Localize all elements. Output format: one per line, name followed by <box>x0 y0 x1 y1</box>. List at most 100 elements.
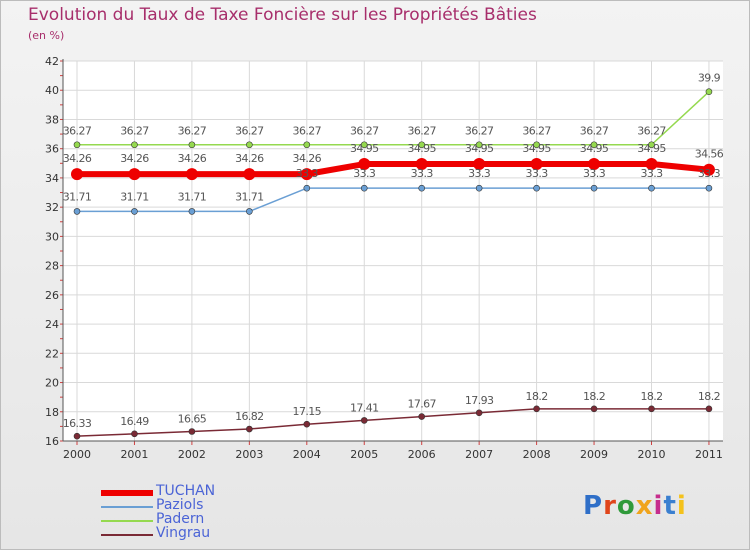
legend-swatch <box>101 490 153 496</box>
logo-letter: t <box>663 491 677 521</box>
y-tick-label: 40 <box>45 84 59 97</box>
data-point-vingrau <box>360 417 368 424</box>
chart-legend: TUCHAN Paziols Padern Vingrau <box>101 483 301 541</box>
data-point-tuchan <box>645 158 658 171</box>
data-point-tuchan <box>358 158 371 171</box>
data-point-tuchan <box>473 158 486 171</box>
y-tick-label: 34 <box>45 172 59 185</box>
data-label-paziols: 33.3 <box>296 167 319 180</box>
y-axis-unit-label: (en %) <box>28 29 65 42</box>
data-label-padern: 36.27 <box>637 125 666 138</box>
data-label-vingrau: 18.2 <box>698 390 720 403</box>
data-point-padern <box>73 141 81 149</box>
x-tick-label: 2004 <box>293 448 321 461</box>
data-label-vingrau: 16.82 <box>235 410 264 423</box>
data-point-padern <box>360 141 368 149</box>
data-label-paziols: 31.71 <box>120 190 149 203</box>
legend-swatch <box>101 534 153 536</box>
data-label-tuchan: 34.56 <box>695 148 724 161</box>
data-point-paziols <box>475 184 483 192</box>
x-tick-label: 2007 <box>465 448 493 461</box>
data-label-tuchan: 34.95 <box>465 142 494 155</box>
data-label-vingrau: 17.93 <box>465 394 494 407</box>
data-label-padern: 39.9 <box>698 72 721 85</box>
legend-swatch <box>101 506 153 508</box>
data-label-paziols: 33.3 <box>353 167 376 180</box>
data-label-padern: 36.27 <box>522 125 551 138</box>
logo-letter: i <box>676 491 687 521</box>
data-label-paziols: 33.3 <box>698 167 721 180</box>
y-tick-label: 28 <box>45 260 59 273</box>
data-point-padern <box>533 141 540 149</box>
series-line-padern <box>77 91 710 146</box>
data-point-padern <box>705 88 713 95</box>
y-tick-label: 16 <box>45 435 59 448</box>
data-label-tuchan: 34.26 <box>120 152 149 165</box>
data-label-padern: 36.27 <box>465 125 494 138</box>
x-tick-label: 2009 <box>580 448 608 461</box>
data-label-tuchan: 34.26 <box>63 152 92 165</box>
data-label-vingrau: 17.15 <box>293 405 322 418</box>
data-label-paziols: 33.3 <box>640 167 663 180</box>
data-label-padern: 36.27 <box>63 125 92 138</box>
x-tick-label: 2008 <box>523 448 551 461</box>
data-label-paziols: 31.71 <box>178 190 207 203</box>
logo-letter: x <box>635 491 654 521</box>
data-label-padern: 36.27 <box>120 125 149 138</box>
data-point-paziols <box>188 208 196 215</box>
series-line-vingrau <box>76 408 709 437</box>
data-point-tuchan <box>243 168 256 181</box>
data-label-padern: 36.27 <box>407 125 436 138</box>
data-point-tuchan <box>300 168 313 181</box>
data-point-vingrau <box>303 420 311 428</box>
data-point-padern <box>418 141 426 149</box>
x-tick-label: 2002 <box>178 448 206 461</box>
x-tick-label: 2010 <box>638 448 666 461</box>
data-point-padern <box>648 141 655 149</box>
logo-letter: o <box>616 491 636 521</box>
data-label-tuchan: 34.26 <box>178 152 207 165</box>
data-label-vingrau: 18.2 <box>583 390 605 403</box>
data-label-vingrau: 16.33 <box>63 417 92 430</box>
data-label-paziols: 31.71 <box>63 190 92 203</box>
data-label-tuchan: 34.95 <box>522 142 551 155</box>
legend-item-paziols: Paziols <box>101 497 301 513</box>
y-tick-label: 32 <box>45 201 59 214</box>
y-tick-label: 22 <box>45 347 59 360</box>
data-label-paziols: 33.3 <box>411 167 434 180</box>
x-tick-label: 2001 <box>120 448 148 461</box>
data-label-tuchan: 34.95 <box>350 142 379 155</box>
data-point-vingrau <box>246 425 253 433</box>
data-label-paziols: 33.3 <box>583 167 606 180</box>
data-point-paziols <box>360 184 368 192</box>
data-point-paziols <box>303 184 311 192</box>
series-line-paziols <box>77 187 709 213</box>
data-label-tuchan: 34.95 <box>637 142 666 155</box>
data-label-vingrau: 18.2 <box>640 390 662 403</box>
data-label-tuchan: 34.95 <box>580 142 609 155</box>
data-point-tuchan <box>128 168 141 181</box>
data-label-padern: 36.27 <box>580 125 609 138</box>
legend-item-vingrau: Vingrau <box>101 525 301 541</box>
data-label-tuchan: 34.26 <box>293 152 322 165</box>
legend-label: TUCHAN <box>156 483 216 499</box>
data-label-padern: 36.27 <box>293 125 322 138</box>
y-tick-label: 38 <box>45 113 59 126</box>
logo-letter: i <box>653 491 664 521</box>
data-point-paziols <box>648 184 655 192</box>
data-point-vingrau <box>475 409 483 417</box>
data-point-paziols <box>418 184 426 192</box>
data-point-padern <box>475 141 483 149</box>
data-label-vingrau: 18.2 <box>526 390 548 403</box>
data-label-vingrau: 17.67 <box>407 398 436 411</box>
data-label-paziols: 33.3 <box>526 167 549 180</box>
data-point-paziols <box>705 184 713 192</box>
data-point-vingrau <box>131 430 138 438</box>
data-point-paziols <box>73 208 81 215</box>
logo-letter: P <box>583 491 604 521</box>
y-tick-label: 30 <box>45 230 59 243</box>
data-label-padern: 36.27 <box>235 125 264 138</box>
data-point-vingrau <box>590 405 598 413</box>
data-point-padern <box>188 141 196 149</box>
